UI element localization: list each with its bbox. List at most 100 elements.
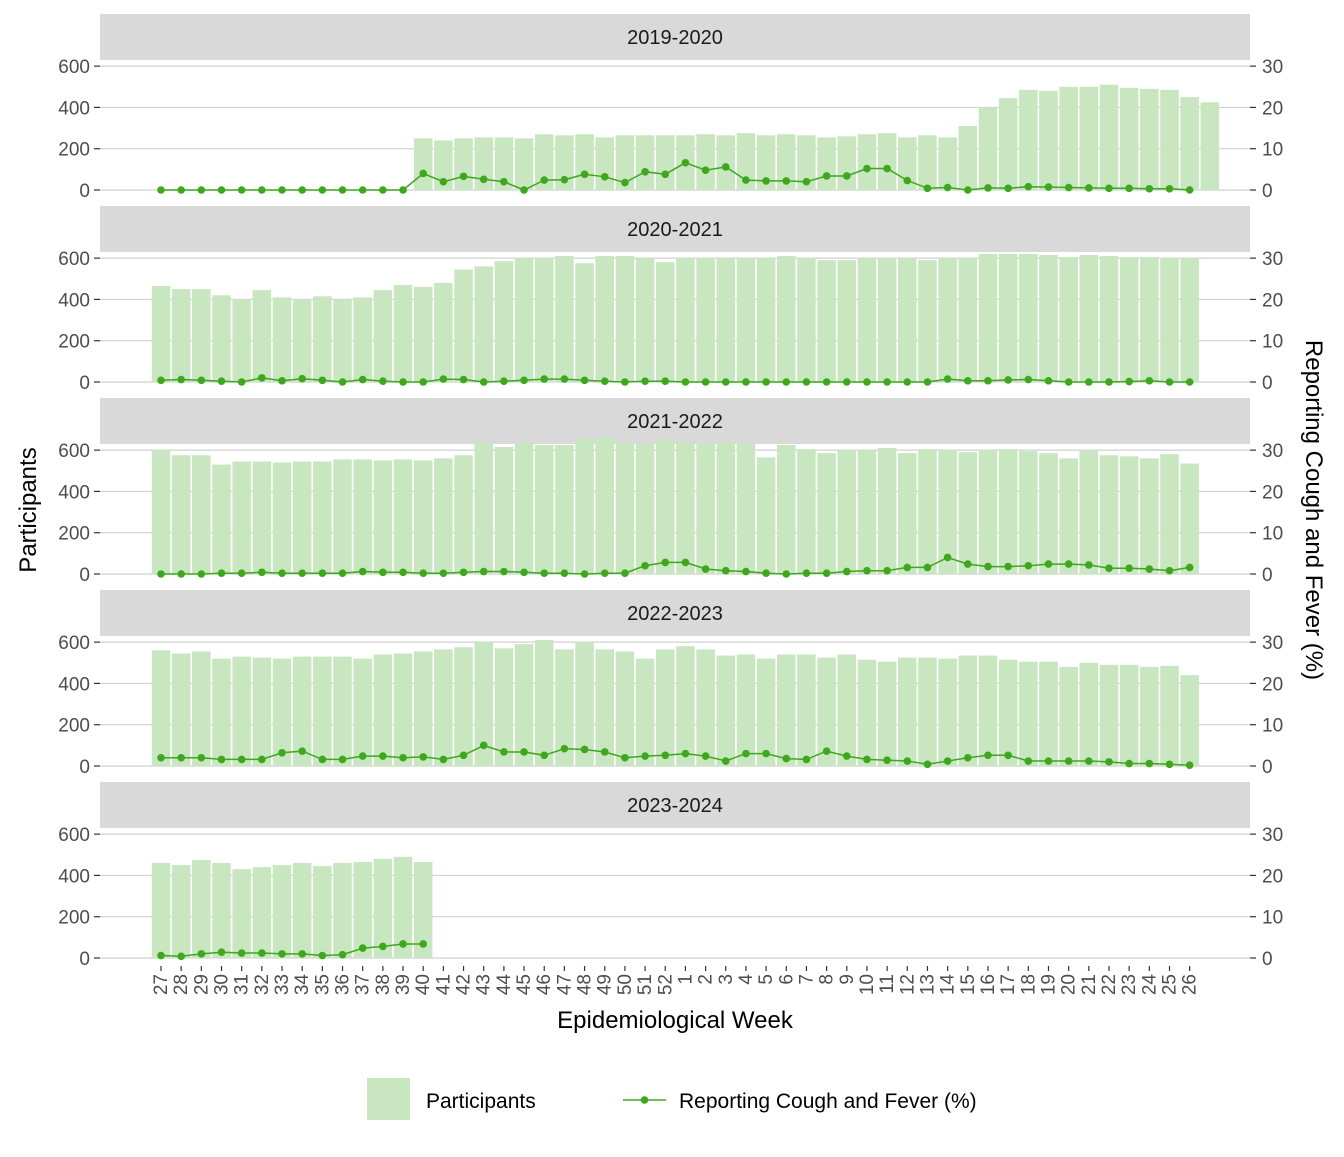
cough-fever-point (217, 755, 226, 764)
y-right-tick-label: 0 (1262, 565, 1273, 586)
participants-bar (434, 458, 453, 574)
participants-bar (918, 260, 937, 382)
participants-bar (978, 107, 998, 190)
participants-bar (635, 443, 655, 574)
participants-bar (837, 260, 857, 382)
cough-fever-point (237, 949, 246, 957)
participants-bar (1160, 665, 1179, 766)
cough-fever-point (197, 376, 206, 385)
cough-fever-point (1105, 564, 1113, 573)
cough-fever-point (742, 378, 750, 386)
y-tick-label: 0 (79, 565, 90, 586)
participants-bar (656, 649, 675, 766)
cough-fever-point (197, 570, 206, 578)
cough-fever-point (177, 570, 185, 578)
y-right-tick-label: 0 (1262, 757, 1273, 778)
participants-bar (232, 656, 251, 766)
participants-bar (877, 133, 897, 190)
participants-bar (696, 442, 715, 574)
cough-fever-point (943, 375, 952, 383)
cough-fever-point (762, 749, 770, 758)
x-tick-label: 21 (1079, 974, 1100, 995)
cough-fever-point (782, 177, 791, 185)
cough-fever-point (439, 375, 448, 383)
cough-fever-point (641, 168, 649, 176)
cough-fever-point (1105, 758, 1113, 766)
participants-bar (1119, 257, 1139, 382)
y-right-tick-label: 30 (1262, 57, 1283, 78)
cough-fever-point (782, 378, 791, 386)
participants-bar (212, 464, 231, 574)
participants-bar (514, 138, 534, 190)
cough-fever-point (520, 376, 528, 385)
participants-bar (756, 135, 776, 190)
participants-bar (877, 448, 897, 574)
participants-bar (151, 863, 171, 958)
participants-bar (1180, 463, 1199, 574)
participants-bar (595, 437, 614, 574)
y-tick-label: 600 (58, 249, 90, 270)
x-tick-label: 11 (877, 974, 898, 994)
y-tick-label: 0 (79, 757, 90, 778)
participants-bar (272, 865, 292, 958)
participants-bar (958, 258, 978, 382)
cough-fever-point (600, 172, 609, 181)
participants-bar (1039, 255, 1058, 382)
participants-bar (918, 449, 937, 574)
participants-bar (1180, 258, 1199, 382)
cough-fever-point (600, 377, 609, 385)
cough-fever-point (379, 752, 387, 760)
participants-bar (756, 457, 776, 574)
cough-fever-point (580, 170, 589, 179)
y-right-tick-label: 30 (1262, 825, 1283, 846)
cough-fever-point (379, 186, 387, 194)
participants-bar (474, 442, 493, 574)
y-tick-label: 0 (79, 949, 90, 970)
participants-bar (192, 455, 211, 574)
cough-fever-point (1024, 375, 1033, 384)
participants-bar (1140, 458, 1159, 574)
x-tick-label: 4 (736, 974, 757, 985)
x-tick-label: 51 (635, 974, 656, 995)
cough-fever-point (399, 940, 407, 948)
cough-fever-point (1185, 378, 1194, 386)
cough-fever-point (237, 755, 246, 764)
cough-fever-point (923, 563, 932, 572)
y-right-tick-label: 30 (1262, 249, 1283, 270)
participants-bar (978, 254, 998, 382)
cough-fever-point (439, 177, 448, 186)
participants-bar (534, 444, 554, 574)
cough-fever-point (701, 378, 710, 386)
cough-fever-point (1044, 376, 1053, 385)
cough-fever-point (338, 378, 347, 386)
cough-fever-point (964, 376, 972, 385)
participants-bar (1039, 453, 1058, 574)
cough-fever-point (984, 184, 992, 192)
participants-bar (1059, 458, 1078, 574)
participants-bar (333, 863, 352, 958)
cough-fever-point (459, 751, 468, 760)
cough-fever-point (600, 569, 609, 577)
cough-fever-point (1085, 184, 1093, 192)
participants-bar (413, 287, 433, 382)
participants-bar (333, 656, 352, 766)
x-tick-label: 1 (675, 974, 696, 985)
cough-fever-point (1165, 760, 1174, 769)
participants-bar (938, 258, 957, 382)
participants-bar (615, 651, 635, 766)
x-tick-label: 33 (272, 974, 293, 995)
cough-fever-point (399, 568, 407, 577)
participants-bar (413, 651, 433, 766)
cough-fever-point (258, 949, 266, 957)
cough-fever-point (520, 748, 528, 756)
x-tick-label: 41 (433, 974, 454, 995)
cough-fever-point (358, 186, 367, 194)
participants-bar (676, 258, 695, 382)
cough-fever-point (479, 567, 488, 576)
participants-bar (817, 137, 836, 190)
participants-bar (998, 254, 1018, 382)
cough-fever-point (500, 177, 508, 186)
cough-fever-point (560, 744, 569, 753)
participants-bar (393, 284, 413, 382)
